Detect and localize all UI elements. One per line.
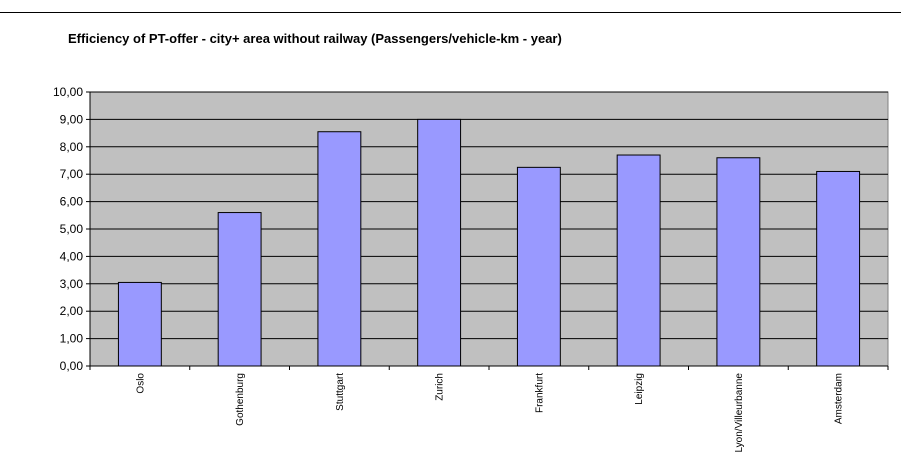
y-tick-label: 6,00	[60, 195, 84, 209]
y-tick-label: 10,00	[53, 85, 83, 99]
y-tick-label: 9,00	[60, 112, 84, 126]
y-tick-label: 2,00	[60, 304, 84, 318]
y-tick-label: 4,00	[60, 249, 84, 263]
bar-frankfurt	[516, 166, 561, 367]
x-category-label: Leipzig	[634, 373, 645, 405]
bar-amsterdam	[816, 170, 861, 367]
bar-stuttgart	[317, 131, 362, 367]
x-category-label: Stuttgart	[335, 373, 346, 411]
bars	[117, 118, 861, 367]
y-tick-label: 8,00	[60, 140, 84, 154]
x-category-label: Amsterdam	[834, 373, 845, 424]
x-axis: Oslo Gothenburg Stuttgart Zurich Frankfurt Le…	[89, 365, 889, 453]
x-category-label: Gothenburg	[235, 373, 246, 426]
bar-oslo	[117, 281, 162, 367]
x-category-label: Zurich	[435, 373, 446, 401]
y-tick-label: 1,00	[60, 332, 84, 346]
bar-gothenburg	[217, 212, 262, 367]
bar-zurich	[417, 118, 462, 367]
x-category-label: Lyon/Villeurbanne	[734, 373, 745, 453]
bar-leipzig	[616, 154, 661, 367]
chart-title: Efficiency of PT-offer - city+ area with…	[68, 31, 562, 46]
y-tick-label: 0,00	[60, 359, 84, 373]
y-axis: 0,00 1,00 2,00 3,00 4,00 5,00 6,00 7,00 8,00 9,00…	[53, 85, 91, 373]
top-divider-line	[0, 12, 901, 13]
x-category-label: Frankfurt	[534, 373, 545, 413]
y-tick-label: 7,00	[60, 167, 84, 181]
x-category-label: Oslo	[135, 373, 146, 394]
bar-lyon-villeurbanne	[716, 157, 761, 367]
y-tick-label: 3,00	[60, 277, 84, 291]
y-tick-label: 5,00	[60, 222, 84, 236]
